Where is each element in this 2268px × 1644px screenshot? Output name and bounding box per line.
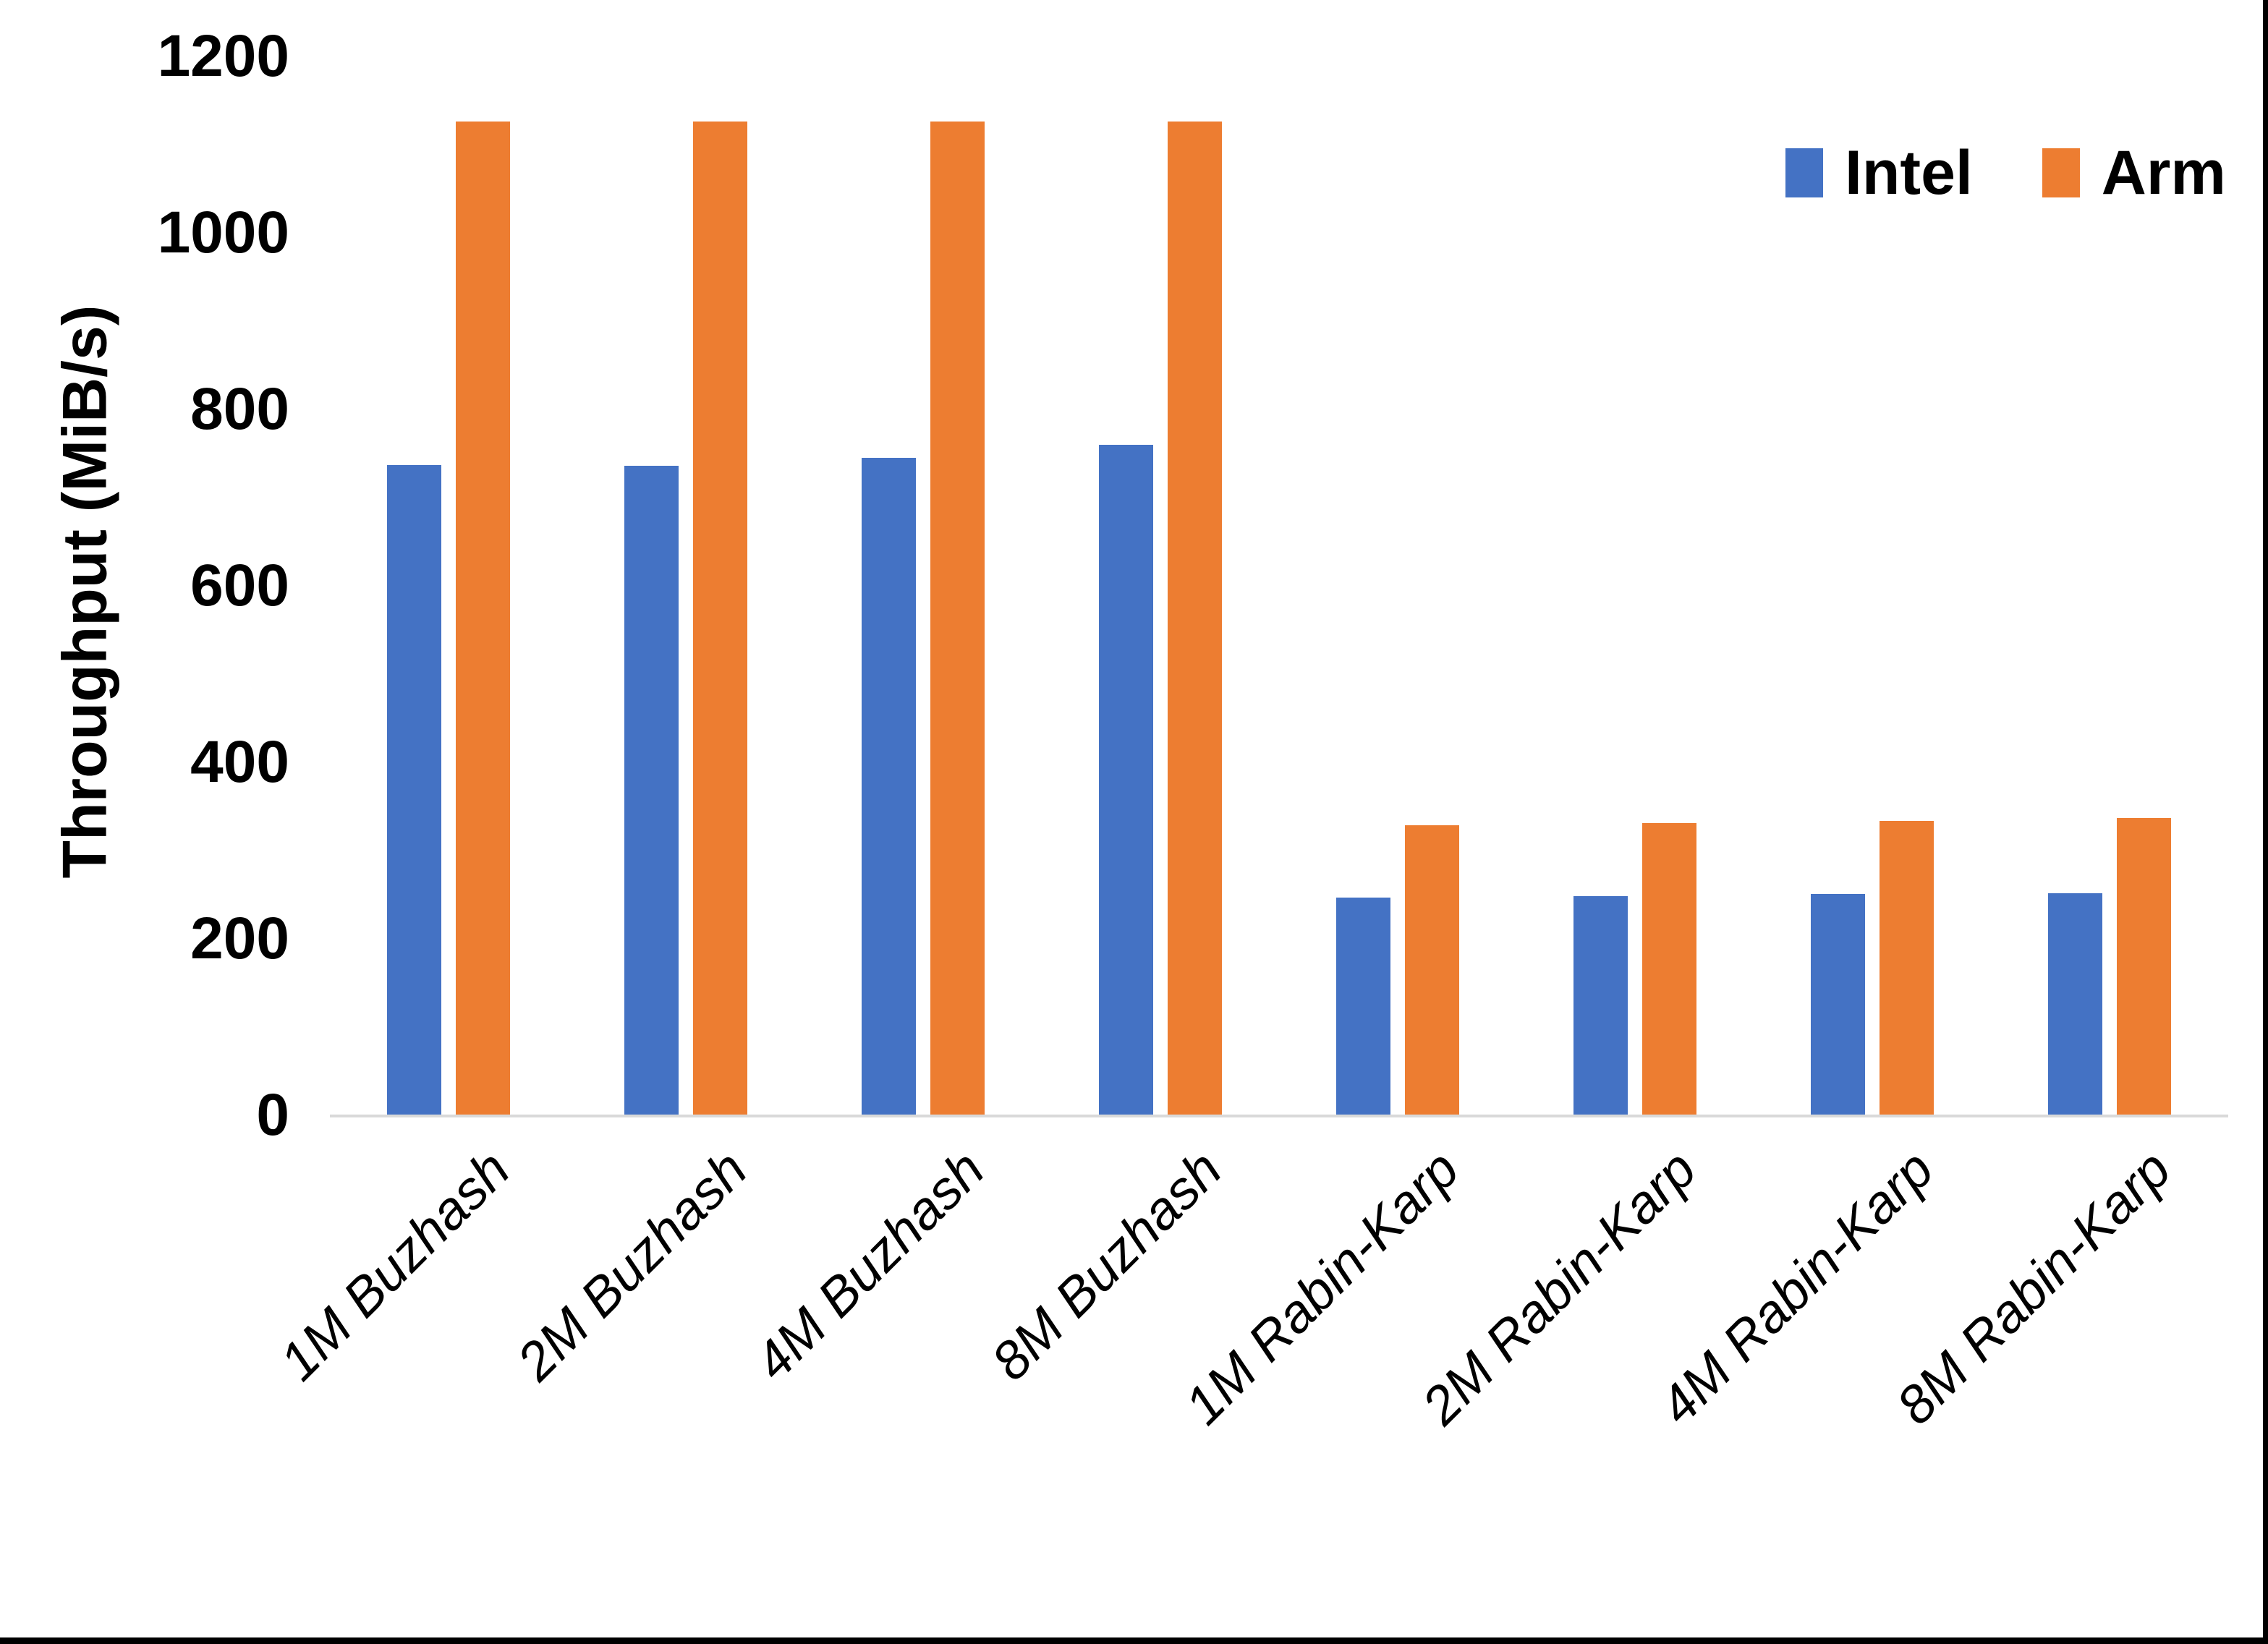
bar-intel-2m-rabin-karp <box>1573 896 1628 1115</box>
legend-item-intel: Intel <box>1785 142 1973 204</box>
legend-swatch-arm <box>2042 148 2080 197</box>
x-axis-line <box>330 1115 2228 1117</box>
bar-intel-1m-rabin-karp <box>1336 897 1390 1115</box>
plot-area <box>330 56 2228 1115</box>
y-tick-800: 800 <box>190 376 289 442</box>
bar-arm-8m-buzhash <box>1168 122 1222 1115</box>
screenshot-right-border <box>2263 0 2268 1644</box>
x-label-1m-buzhash: 1M Buzhash <box>268 1138 522 1392</box>
bar-arm-8m-rabin-karp <box>2117 817 2171 1115</box>
y-tick-600: 600 <box>190 553 289 618</box>
bar-arm-2m-buzhash <box>693 122 747 1115</box>
legend-swatch-intel <box>1785 148 1823 197</box>
bar-arm-2m-rabin-karp <box>1642 823 1696 1115</box>
bar-arm-1m-rabin-karp <box>1405 825 1459 1115</box>
screenshot-bottom-border <box>0 1637 2268 1644</box>
bar-intel-2m-buzhash <box>624 466 679 1115</box>
y-tick-1200: 1200 <box>157 23 289 89</box>
bar-arm-4m-rabin-karp <box>1880 820 1934 1115</box>
legend-label-intel: Intel <box>1845 138 1973 208</box>
y-tick-400: 400 <box>190 729 289 795</box>
bar-arm-4m-buzhash <box>930 122 985 1115</box>
bar-intel-8m-buzhash <box>1099 444 1153 1115</box>
bar-arm-1m-buzhash <box>456 122 510 1115</box>
legend-label-arm: Arm <box>2101 138 2226 208</box>
x-label-8m-buzhash: 8M Buzhash <box>980 1138 1233 1392</box>
y-tick-200: 200 <box>190 906 289 971</box>
x-label-2m-buzhash: 2M Buzhash <box>505 1138 759 1392</box>
legend-item-arm: Arm <box>2042 142 2226 204</box>
bar-intel-4m-buzhash <box>862 458 916 1115</box>
y-tick-0: 0 <box>256 1082 289 1148</box>
bar-intel-8m-rabin-karp <box>2048 893 2102 1115</box>
bar-intel-1m-buzhash <box>387 464 441 1115</box>
y-tick-1000: 1000 <box>157 200 289 265</box>
legend: Intel Arm <box>1785 142 2226 204</box>
bar-intel-4m-rabin-karp <box>1811 893 1865 1115</box>
x-label-4m-buzhash: 4M Buzhash <box>742 1138 996 1392</box>
